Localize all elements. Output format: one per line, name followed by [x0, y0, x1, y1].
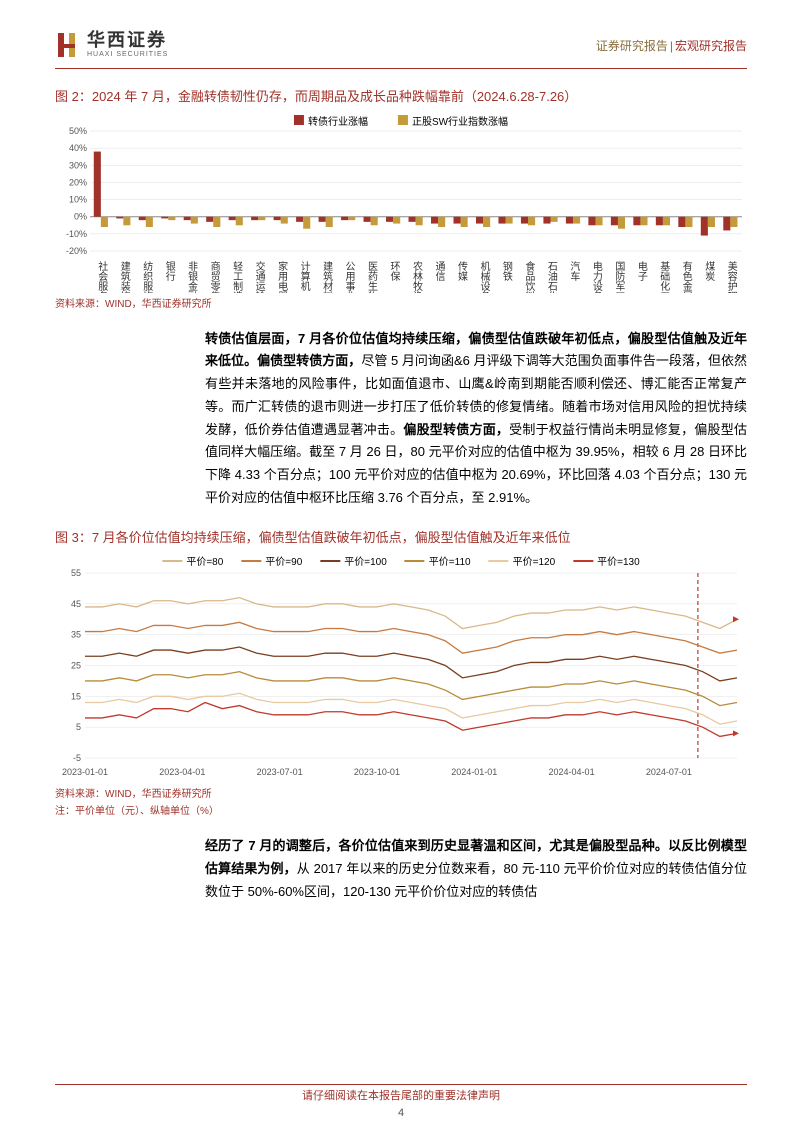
svg-text:2024-04-01: 2024-04-01 — [549, 767, 595, 777]
fig3-chart: 平价=80平价=90平价=100平价=110平价=120平价=130 -5515… — [55, 553, 747, 783]
paragraph-1: 转债估值层面，7 月各价位估值均持续压缩，偏债型估值跌破年初低点，偏股型估值触及… — [205, 328, 747, 510]
svg-text:2023-01-01: 2023-01-01 — [62, 767, 108, 777]
svg-text:2024-07-01: 2024-07-01 — [646, 767, 692, 777]
svg-text:电力设备: 电力设备 — [590, 259, 602, 292]
svg-text:机械设备: 机械设备 — [478, 259, 490, 292]
svg-text:-5: -5 — [73, 753, 81, 763]
company-logo: 华西证券 HUAXI SECURITIES — [55, 30, 168, 60]
svg-text:基础化工: 基础化工 — [658, 259, 670, 292]
svg-text:25: 25 — [71, 661, 81, 671]
svg-text:纺织服饰: 纺织服饰 — [141, 259, 153, 292]
fig2-chart: 转债行业涨幅 正股SW行业指数涨幅 -20%-10%0%10%20%30%40%… — [55, 113, 747, 293]
svg-text:35: 35 — [71, 630, 81, 640]
page-header: 华西证券 HUAXI SECURITIES 证券研究报告|宏观研究报告 — [55, 30, 747, 60]
svg-text:55: 55 — [71, 568, 81, 578]
svg-text:2024-01-01: 2024-01-01 — [451, 767, 497, 777]
header-right: 证券研究报告|宏观研究报告 — [596, 37, 747, 54]
svg-text:国防军工: 国防军工 — [613, 260, 625, 292]
svg-text:-10%: -10% — [66, 228, 87, 238]
fig2-title: 图 2：2024 年 7 月，金融转债韧性仍存，而周期品及成长品种跌幅靠前（20… — [55, 87, 747, 107]
svg-text:建筑装饰: 建筑装饰 — [118, 259, 130, 292]
svg-text:食品饮料: 食品饮料 — [523, 259, 535, 292]
fig3-title: 图 3：7 月各价位估值均持续压缩，偏债型估值跌破年初低点，偏股型估值触及近年来… — [55, 528, 747, 548]
svg-text:医药生物: 医药生物 — [366, 260, 378, 292]
logo-en: HUAXI SECURITIES — [87, 51, 168, 59]
svg-text:轻工制造: 轻工制造 — [231, 259, 243, 292]
fig2-source: 资料来源：WIND，华西证券研究所 — [55, 295, 747, 310]
svg-text:2023-10-01: 2023-10-01 — [354, 767, 400, 777]
svg-text:农林牧渔: 农林牧渔 — [411, 259, 423, 292]
svg-text:通信: 通信 — [433, 260, 445, 281]
svg-text:社会服务: 社会服务 — [96, 259, 108, 292]
header-macro: 宏观研究报告 — [675, 39, 747, 53]
svg-text:钢铁: 钢铁 — [500, 259, 512, 281]
svg-text:50%: 50% — [69, 126, 87, 136]
svg-text:计算机: 计算机 — [298, 259, 310, 291]
svg-text:有色金属: 有色金属 — [680, 259, 692, 292]
logo-mark — [55, 30, 81, 60]
svg-text:交通运输: 交通运输 — [253, 259, 265, 292]
svg-text:传媒: 传媒 — [455, 260, 467, 281]
svg-text:20%: 20% — [69, 177, 87, 187]
svg-text:银行: 银行 — [163, 259, 175, 281]
footer-divider — [55, 1084, 747, 1085]
fig3-source: 资料来源：WIND，华西证券研究所 — [55, 785, 747, 800]
svg-text:15: 15 — [71, 691, 81, 701]
svg-text:10%: 10% — [69, 194, 87, 204]
svg-text:建筑材料: 建筑材料 — [321, 259, 333, 292]
svg-text:5: 5 — [76, 722, 81, 732]
svg-text:电子: 电子 — [635, 259, 647, 280]
header-report-type: 证券研究报告 — [596, 39, 668, 53]
logo-cn: 华西证券 — [87, 31, 168, 51]
header-divider — [55, 68, 747, 69]
svg-text:煤炭: 煤炭 — [703, 259, 715, 281]
svg-text:石油石化: 石油石化 — [545, 261, 557, 293]
svg-text:-20%: -20% — [66, 246, 87, 256]
paragraph-2: 经历了 7 月的调整后，各价位估值来到历史显著温和区间，尤其是偏股型品种。以反比… — [205, 835, 747, 903]
svg-text:非银金融: 非银金融 — [186, 260, 198, 292]
footer-disclaimer: 请仔细阅读在本报告尾部的重要法律声明 — [0, 1087, 802, 1103]
svg-text:30%: 30% — [69, 160, 87, 170]
svg-text:汽车: 汽车 — [568, 259, 580, 281]
svg-text:公用事业: 公用事业 — [343, 261, 355, 293]
page-number: 4 — [0, 1107, 802, 1119]
svg-text:45: 45 — [71, 599, 81, 609]
fig3-note: 注：平价单位（元）、纵轴单位（%） — [55, 802, 747, 817]
svg-text:0%: 0% — [74, 211, 87, 221]
svg-text:商贸零售: 商贸零售 — [208, 259, 220, 292]
svg-text:40%: 40% — [69, 143, 87, 153]
svg-text:环保: 环保 — [388, 261, 400, 282]
svg-text:2023-04-01: 2023-04-01 — [159, 767, 205, 777]
svg-text:美容护理: 美容护理 — [725, 259, 737, 292]
svg-text:2023-07-01: 2023-07-01 — [257, 767, 303, 777]
svg-text:家用电器: 家用电器 — [276, 259, 288, 292]
